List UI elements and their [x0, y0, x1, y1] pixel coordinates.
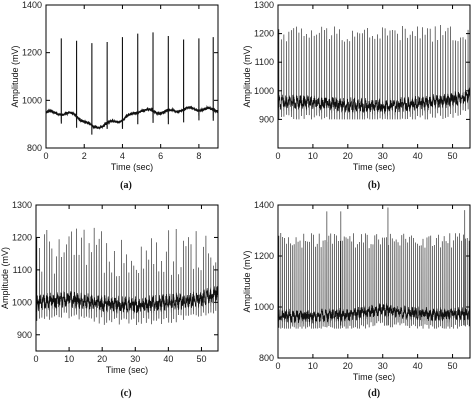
y-tick-label: 1200: [22, 48, 42, 58]
y-axis-label: Amplitude (mV): [0, 247, 10, 309]
panel-label: (c): [120, 388, 131, 399]
y-tick-label: 1300: [254, 0, 274, 10]
x-axis-label: Time (sec): [353, 372, 395, 382]
x-axis-label: Time (sec): [353, 162, 395, 172]
x-tick-label: 2: [82, 151, 87, 161]
y-tick-label: 1100: [13, 265, 32, 275]
x-tick-label: 0: [33, 354, 38, 364]
x-tick-label: 50: [448, 361, 458, 371]
y-tick-label: 1000: [254, 302, 274, 312]
x-tick-label: 50: [196, 354, 206, 364]
x-tick-label: 8: [196, 151, 201, 161]
x-tick-label: 10: [308, 151, 318, 161]
x-tick-label: 30: [378, 361, 388, 371]
x-tick-label: 0: [275, 361, 280, 371]
x-tick-label: 50: [448, 151, 458, 161]
x-tick-label: 6: [158, 151, 163, 161]
y-tick-label: 900: [259, 114, 274, 124]
x-axis-label: Time (sec): [106, 365, 148, 375]
y-tick-label: 1200: [254, 29, 274, 39]
x-tick-label: 40: [413, 361, 423, 371]
x-tick-label: 20: [343, 151, 353, 161]
y-tick-label: 1400: [254, 200, 274, 210]
x-tick-label: 20: [343, 361, 353, 371]
y-tick-label: 900: [17, 330, 32, 340]
x-tick-label: 30: [130, 354, 140, 364]
y-tick-label: 1000: [254, 86, 274, 96]
y-tick-label: 1200: [254, 251, 274, 261]
chart-panel-a: 0 2 4 6 8 800 1000 1200 1400 Time (sec) Amplitude …: [10, 0, 219, 191]
x-tick-label: 30: [378, 151, 388, 161]
y-axis-label: Amplitude (mV): [242, 250, 252, 312]
signal-line: [278, 207, 470, 329]
x-tick-label: 20: [97, 354, 107, 364]
signal-line: [278, 25, 470, 120]
x-tick-label: 0: [275, 151, 280, 161]
plot-frame: [45, 4, 219, 149]
x-tick-label: 0: [43, 151, 48, 161]
chart-panel-b: 0 10 20 30 40 50 900 1000 1100 1200 1300 Time (sec)…: [242, 0, 471, 191]
x-tick-label: 4: [120, 151, 125, 161]
y-axis-label: Amplitude (mV): [10, 45, 20, 107]
signal-line: [36, 227, 218, 326]
x-tick-label: 10: [308, 361, 318, 371]
panel-label: (d): [368, 388, 380, 399]
y-axis-label: Amplitude (mV): [242, 45, 252, 107]
panel-label: (b): [368, 180, 380, 191]
y-tick-label: 1100: [255, 57, 274, 67]
y-tick-label: 800: [27, 143, 42, 153]
y-tick-label: 1000: [22, 95, 42, 105]
chart-panel-d: 0 10 20 30 40 50 800 1000 1200 1400 Time (sec) Ampl…: [242, 200, 471, 399]
x-tick-label: 40: [413, 151, 423, 161]
y-tick-label: 1300: [12, 200, 32, 210]
plot-frame: [277, 4, 471, 149]
plot-frame: [35, 204, 219, 352]
x-tick-label: 10: [64, 354, 74, 364]
y-tick-label: 800: [259, 353, 274, 363]
y-tick-label: 1200: [12, 232, 32, 242]
plot-frame: [277, 204, 471, 359]
chart-panel-c: 0 10 20 30 40 50 900 1000 1100 1200 1300 Time (sec)…: [0, 200, 219, 399]
x-tick-label: 40: [163, 354, 173, 364]
x-axis-label: Time (sec): [111, 162, 153, 172]
signal-line: [46, 32, 218, 135]
panel-label: (a): [120, 180, 132, 191]
y-tick-label: 1400: [22, 0, 42, 10]
y-tick-label: 1000: [12, 297, 32, 307]
